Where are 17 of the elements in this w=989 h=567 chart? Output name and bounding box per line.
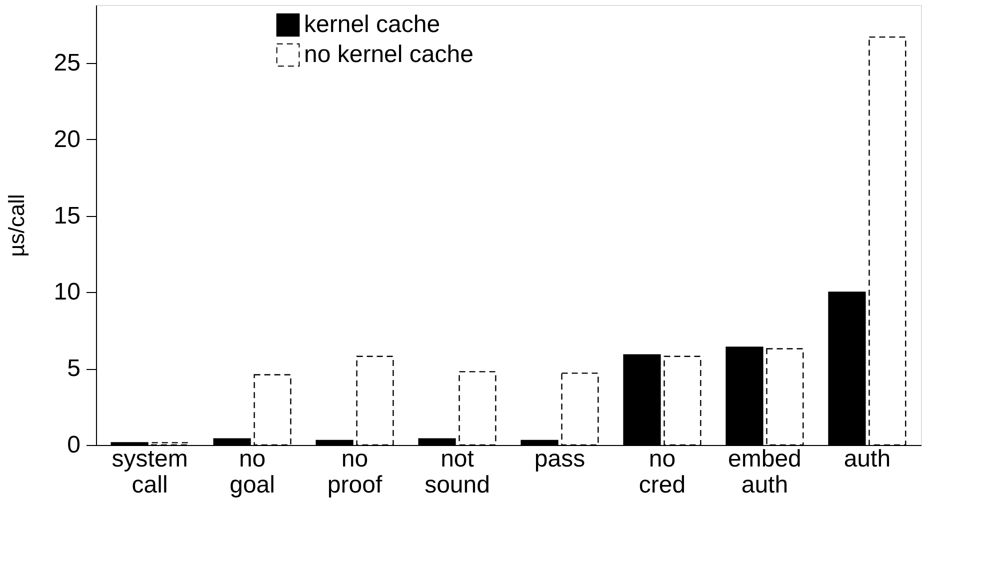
x-tick-label: system call: [112, 446, 188, 498]
y-tick-label: 10: [54, 278, 80, 306]
x-tick-label: auth: [844, 446, 891, 472]
legend-label: no kernel cache: [304, 41, 474, 68]
y-tick-label: 0: [67, 432, 80, 458]
y-tick-label: 20: [54, 126, 80, 153]
x-tick-label: pass: [534, 446, 586, 472]
x-tick-label: embed auth: [728, 446, 802, 498]
x-tick-label: no goal: [230, 446, 275, 498]
x-tick-label: no cred: [638, 446, 686, 498]
y-tick-label: 5: [67, 355, 80, 382]
y-tick-label: 15: [54, 202, 80, 230]
legend-label: kernel cache: [304, 11, 440, 38]
x-tick-label: no proof: [327, 446, 382, 498]
y-axis-title: µs/call: [4, 194, 29, 257]
y-tick-label: 25: [54, 50, 80, 77]
x-tick-label: not sound: [424, 446, 490, 498]
